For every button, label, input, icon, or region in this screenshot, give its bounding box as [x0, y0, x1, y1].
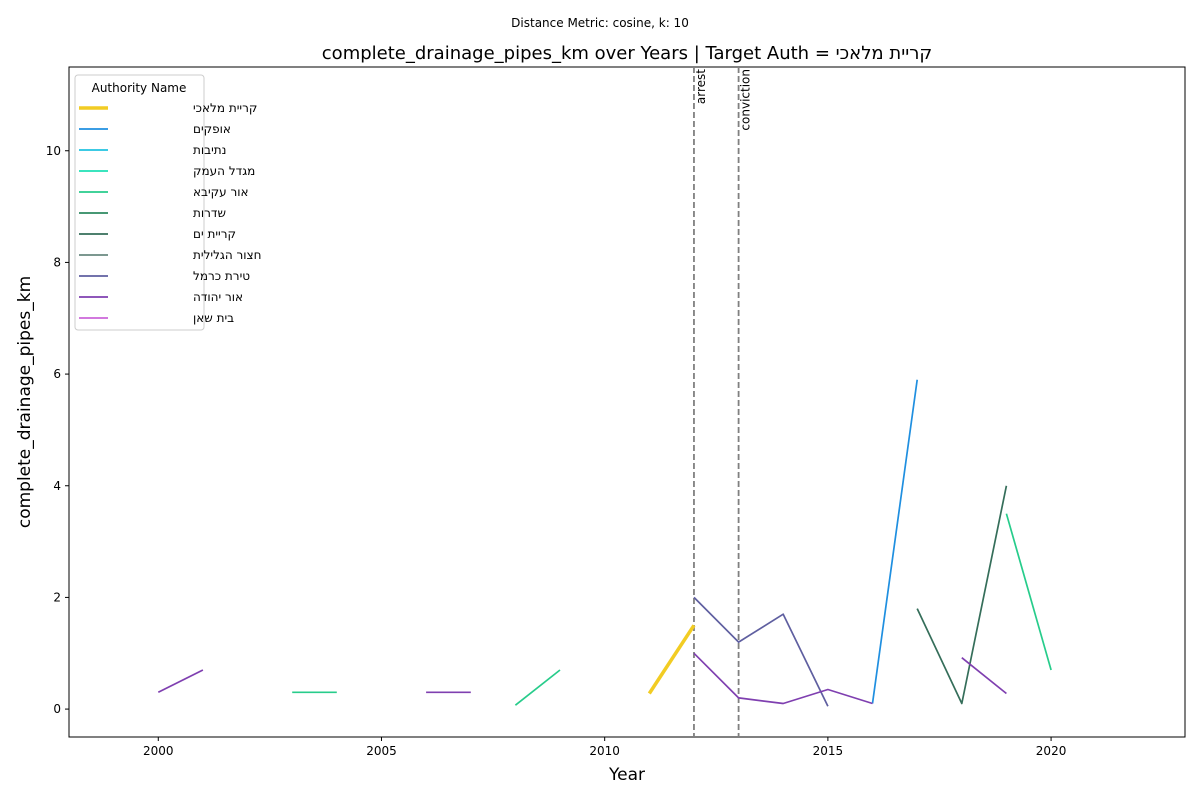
- x-tick-label: 2000: [143, 744, 174, 758]
- legend: Authority Name קריית מלאכי אופקים נתיבות מג…: [74, 74, 262, 331]
- event-lines: arrest conviction: [693, 67, 753, 737]
- series-line-6-seg-0: [916, 485, 1008, 705]
- chart-title: complete_drainage_pipes_km over Years | …: [322, 43, 932, 64]
- x-tick-label: 2010: [589, 744, 620, 758]
- legend-label: בית שאן: [193, 311, 234, 325]
- x-tick-label: 2005: [366, 744, 397, 758]
- y-tick-label: 2: [53, 590, 61, 604]
- series-line-4-seg-1: [514, 669, 561, 706]
- legend-label: חצור הגלילית: [193, 248, 262, 262]
- y-tick-label: 6: [53, 367, 61, 381]
- x-tick-label: 2015: [813, 744, 844, 758]
- series-line-0-seg-0: [647, 624, 696, 695]
- legend-label: אור יהודה: [193, 290, 243, 304]
- event-label-conviction: conviction: [739, 69, 753, 131]
- x-axis-ticks: 2000 2005 2010 2015 2020: [143, 737, 1066, 758]
- x-tick-label: 2020: [1036, 744, 1067, 758]
- chart-suptitle: Distance Metric: cosine, k: 10: [511, 16, 689, 30]
- series-line-9-seg-3: [961, 657, 1007, 695]
- y-tick-label: 8: [53, 255, 61, 269]
- legend-label: אור עקיבא: [193, 185, 249, 199]
- legend-label: טירת כרמל: [193, 269, 250, 283]
- series-line-4-seg-2: [1005, 513, 1052, 671]
- y-axis-ticks: 0 2 4 6 8 10: [46, 144, 69, 716]
- legend-label: קריית ים: [193, 227, 236, 241]
- legend-label: קריית מלאכי: [193, 101, 257, 115]
- legend-title: Authority Name: [92, 81, 187, 95]
- plot-area: [68, 66, 1186, 738]
- legend-label: אופקים: [193, 122, 231, 136]
- legend-label: נתיבות: [193, 143, 226, 157]
- series-lines: [157, 379, 1052, 707]
- series-line-8-seg-0: [693, 596, 829, 707]
- y-tick-label: 0: [53, 702, 61, 716]
- y-tick-label: 10: [46, 144, 61, 158]
- event-label-arrest: arrest: [694, 69, 708, 104]
- legend-box: [74, 74, 205, 331]
- series-line-9-seg-0: [157, 669, 204, 694]
- y-tick-label: 4: [53, 479, 61, 493]
- legend-label: שדרות: [193, 206, 226, 220]
- y-axis-label: complete_drainage_pipes_km: [15, 276, 35, 528]
- series-line-1-seg-0: [871, 379, 919, 704]
- legend-label: מגדל העמק: [193, 164, 255, 178]
- x-axis-label: Year: [608, 765, 645, 785]
- series-line-9-seg-2: [693, 652, 873, 705]
